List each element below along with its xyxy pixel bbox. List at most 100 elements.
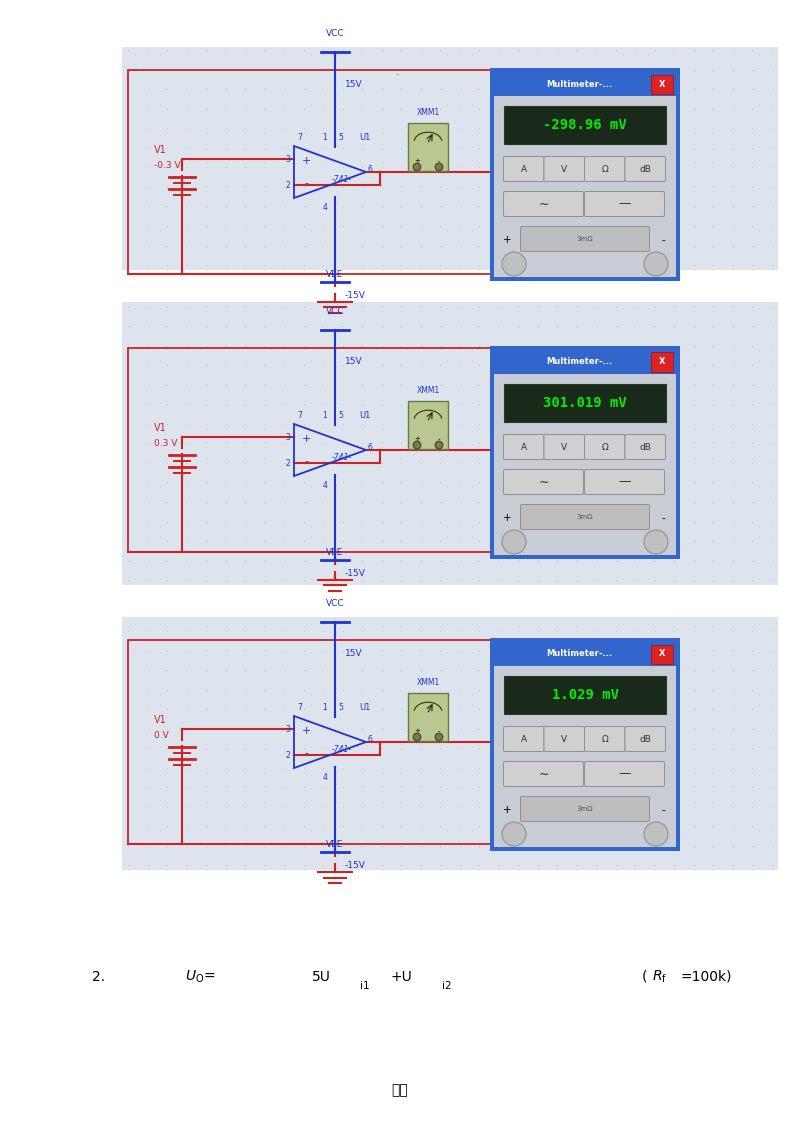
- Text: 5: 5: [338, 132, 343, 142]
- Text: -: -: [304, 456, 308, 466]
- Text: A: A: [521, 164, 527, 173]
- Text: -: -: [304, 178, 308, 188]
- Text: A: A: [521, 443, 527, 452]
- Bar: [494, 374, 676, 555]
- Text: 1.029 mV: 1.029 mV: [551, 688, 618, 702]
- Bar: [408, 693, 448, 741]
- Text: 精品: 精品: [392, 1083, 408, 1097]
- Text: i1: i1: [360, 981, 370, 990]
- Text: 6: 6: [368, 443, 373, 452]
- Text: 4: 4: [322, 203, 327, 212]
- Text: 1: 1: [322, 132, 327, 142]
- Text: Ω: Ω: [602, 443, 608, 452]
- Text: 0 V: 0 V: [154, 730, 169, 739]
- Text: $R_{\rm f}$: $R_{\rm f}$: [652, 969, 667, 985]
- Text: -: -: [661, 513, 665, 523]
- Text: 2: 2: [286, 458, 290, 468]
- Text: -: -: [661, 235, 665, 245]
- Text: -15V: -15V: [345, 292, 366, 300]
- Text: V1: V1: [154, 423, 166, 434]
- Bar: [504, 106, 666, 144]
- Text: 3: 3: [285, 724, 290, 734]
- Text: V1: V1: [154, 715, 166, 724]
- Text: 3mΩ: 3mΩ: [577, 806, 594, 812]
- Text: 7: 7: [298, 703, 302, 712]
- Text: +: +: [302, 726, 310, 736]
- Text: +: +: [414, 436, 420, 441]
- FancyBboxPatch shape: [544, 435, 585, 460]
- Text: -15V: -15V: [345, 569, 366, 578]
- Text: —: —: [618, 197, 630, 211]
- Text: Multimeter-...: Multimeter-...: [546, 650, 612, 659]
- Text: V: V: [561, 735, 567, 744]
- Text: 7: 7: [298, 411, 302, 420]
- FancyBboxPatch shape: [490, 346, 680, 559]
- Text: -298.96 mV: -298.96 mV: [543, 118, 627, 132]
- Text: 7: 7: [298, 132, 302, 142]
- Text: 0.3 V: 0.3 V: [154, 438, 178, 447]
- Circle shape: [435, 441, 443, 448]
- Circle shape: [435, 163, 443, 171]
- Bar: [504, 676, 666, 714]
- Circle shape: [644, 822, 668, 846]
- Text: -741-: -741-: [332, 454, 352, 463]
- Text: 15V: 15V: [345, 79, 362, 88]
- FancyBboxPatch shape: [521, 226, 650, 251]
- Text: +U: +U: [390, 970, 412, 984]
- Text: ∼: ∼: [538, 767, 549, 780]
- Text: +: +: [302, 156, 310, 166]
- Bar: [408, 123, 448, 171]
- Bar: [122, 302, 778, 585]
- Text: U1: U1: [359, 411, 370, 420]
- Text: -15V: -15V: [345, 861, 366, 871]
- Text: 1: 1: [322, 411, 327, 420]
- Bar: [494, 72, 676, 96]
- Circle shape: [644, 252, 668, 276]
- Text: 5U: 5U: [312, 970, 331, 984]
- FancyBboxPatch shape: [625, 435, 666, 460]
- Bar: [408, 401, 448, 449]
- Text: 2: 2: [286, 751, 290, 760]
- Text: -: -: [438, 436, 440, 441]
- Bar: [651, 352, 673, 371]
- Circle shape: [502, 252, 526, 276]
- Text: 4: 4: [322, 481, 327, 490]
- Text: 15V: 15V: [345, 358, 362, 367]
- Text: VEE: VEE: [326, 548, 344, 557]
- Text: 3mΩ: 3mΩ: [577, 514, 594, 520]
- Circle shape: [435, 734, 443, 740]
- FancyBboxPatch shape: [585, 470, 665, 495]
- Text: -741-: -741-: [332, 746, 352, 755]
- FancyBboxPatch shape: [544, 727, 585, 752]
- Circle shape: [413, 441, 421, 448]
- Text: 3: 3: [285, 432, 290, 441]
- Text: =100k): =100k): [680, 970, 731, 984]
- Text: $U_{\rm O}$=: $U_{\rm O}$=: [185, 969, 215, 985]
- Bar: [122, 48, 778, 271]
- Text: dB: dB: [639, 735, 651, 744]
- Text: 15V: 15V: [345, 650, 362, 659]
- Text: X: X: [658, 358, 666, 367]
- Bar: [128, 70, 532, 274]
- Text: VEE: VEE: [326, 271, 344, 278]
- Bar: [128, 348, 532, 552]
- FancyBboxPatch shape: [585, 762, 665, 787]
- Text: XMM1: XMM1: [416, 386, 440, 395]
- Text: +: +: [502, 805, 511, 815]
- Bar: [494, 96, 676, 277]
- Text: X: X: [658, 79, 666, 88]
- Text: 3mΩ: 3mΩ: [577, 235, 594, 242]
- FancyBboxPatch shape: [585, 156, 625, 181]
- Text: 6: 6: [368, 164, 373, 173]
- FancyBboxPatch shape: [503, 727, 544, 752]
- Text: +: +: [302, 434, 310, 444]
- FancyBboxPatch shape: [625, 156, 666, 181]
- FancyBboxPatch shape: [585, 727, 625, 752]
- FancyBboxPatch shape: [503, 435, 544, 460]
- Text: —: —: [618, 767, 630, 780]
- Text: -: -: [661, 805, 665, 815]
- Text: A: A: [521, 735, 527, 744]
- Text: 3: 3: [285, 154, 290, 163]
- Text: XMM1: XMM1: [416, 678, 440, 687]
- Text: XMM1: XMM1: [416, 108, 440, 117]
